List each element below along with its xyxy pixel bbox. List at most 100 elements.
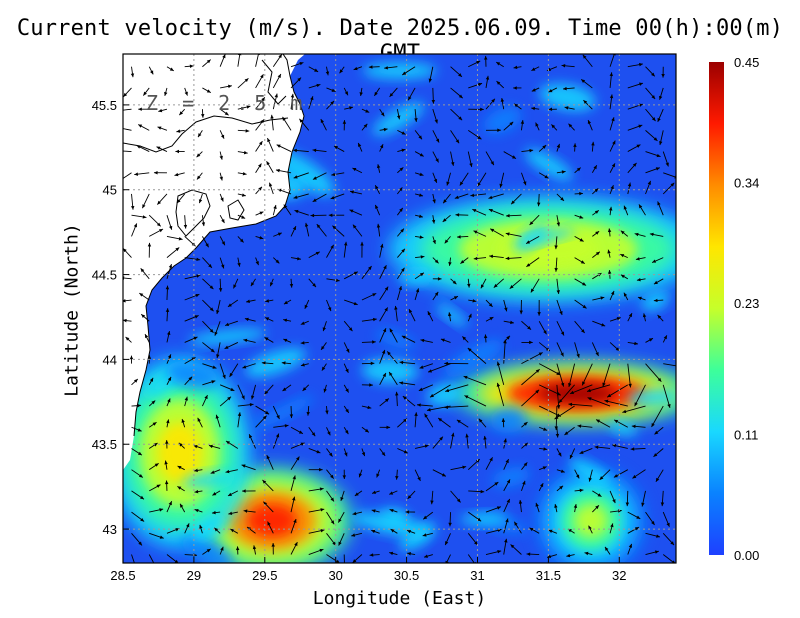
velocity-arrow <box>384 66 398 70</box>
velocity-arrow <box>389 87 398 98</box>
velocity-arrow <box>343 320 353 332</box>
velocity-arrow <box>397 167 404 174</box>
velocity-arrow <box>237 150 248 155</box>
velocity-arrow <box>361 361 375 366</box>
velocity-arrow <box>521 480 526 492</box>
speed-contour <box>157 422 203 484</box>
velocity-arrow <box>281 361 292 365</box>
velocity-arrow <box>379 108 385 117</box>
velocity-arrow <box>225 469 238 474</box>
velocity-arrow <box>657 201 664 216</box>
velocity-arrow <box>432 469 447 477</box>
velocity-arrow <box>227 490 239 497</box>
velocity-arrow <box>609 342 620 352</box>
velocity-arrow <box>539 426 548 431</box>
velocity-arrow <box>243 509 256 513</box>
velocity-arrow <box>196 172 203 180</box>
velocity-arrow <box>361 448 366 457</box>
velocity-arrow <box>139 292 150 301</box>
velocity-arrow <box>440 338 451 343</box>
velocity-arrow <box>462 336 469 343</box>
velocity-arrow <box>556 278 560 294</box>
velocity-arrow <box>509 278 522 289</box>
velocity-arrow <box>178 108 186 116</box>
velocity-arrow <box>290 256 301 261</box>
velocity-arrow <box>521 352 543 365</box>
velocity-arrow <box>608 206 613 216</box>
velocity-arrow <box>423 554 433 558</box>
velocity-arrow <box>219 193 224 202</box>
velocity-arrow <box>414 288 420 301</box>
velocity-arrow <box>529 214 540 226</box>
velocity-arrow <box>510 193 522 205</box>
velocity-arrow <box>521 389 540 407</box>
velocity-arrow <box>176 129 185 133</box>
velocity-arrow <box>343 271 359 280</box>
velocity-arrow <box>627 312 633 322</box>
velocity-arrow <box>316 223 327 237</box>
velocity-arrow <box>218 278 223 292</box>
velocity-arrow <box>293 172 309 179</box>
velocity-arrow <box>184 87 188 96</box>
velocity-arrow <box>485 550 502 555</box>
colorbar-tick-label: 0.34 <box>734 176 759 191</box>
velocity-arrow <box>202 87 212 93</box>
velocity-arrow <box>210 469 221 474</box>
velocity-arrow <box>609 94 614 110</box>
velocity-arrow <box>131 214 147 219</box>
velocity-arrow <box>450 108 463 121</box>
velocity-arrow <box>361 383 373 387</box>
velocity-arrow <box>193 444 203 449</box>
velocity-arrow <box>513 86 522 90</box>
velocity-arrow <box>642 313 647 322</box>
speed-contour <box>181 535 233 563</box>
velocity-arrow <box>386 351 398 364</box>
velocity-arrow <box>503 299 508 312</box>
velocity-arrow <box>568 123 575 131</box>
velocity-arrow <box>224 342 239 350</box>
velocity-arrow <box>468 107 484 112</box>
velocity-arrow <box>539 447 548 451</box>
velocity-arrow <box>219 214 225 224</box>
velocity-arrow <box>503 438 507 449</box>
velocity-arrow <box>361 317 377 322</box>
velocity-arrow <box>379 307 389 322</box>
velocity-arrow <box>468 82 483 89</box>
velocity-arrow <box>495 61 504 68</box>
speed-contour <box>490 407 527 433</box>
velocity-arrow <box>473 256 487 261</box>
velocity-arrow <box>579 448 593 454</box>
velocity-arrow <box>300 320 309 325</box>
velocity-arrow <box>230 528 239 534</box>
velocity-arrow <box>148 214 161 227</box>
velocity-arrow <box>662 384 671 409</box>
velocity-arrow <box>521 462 528 470</box>
velocity-arrow <box>343 87 349 96</box>
velocity-arrow <box>166 376 172 386</box>
velocity-arrow <box>432 277 442 281</box>
velocity-arrow <box>554 503 558 513</box>
velocity-arrow <box>609 523 614 534</box>
velocity-arrow <box>503 538 508 555</box>
velocity-arrow <box>415 255 425 259</box>
velocity-arrow <box>503 320 514 325</box>
velocity-arrow <box>123 172 132 180</box>
x-axis-label: Longitude (East) <box>312 588 487 609</box>
velocity-arrow <box>166 215 173 230</box>
velocity-arrow <box>272 433 280 449</box>
velocity-arrow <box>574 469 580 479</box>
velocity-arrow <box>290 426 304 435</box>
y-tick-label: 44.5 <box>92 268 117 283</box>
velocity-arrow <box>488 208 504 216</box>
velocity-arrow <box>308 548 324 555</box>
velocity-arrow <box>620 274 629 280</box>
velocity-arrow <box>389 508 398 513</box>
velocity-arrow <box>250 384 257 400</box>
velocity-arrow <box>554 257 558 272</box>
speed-field <box>123 62 676 563</box>
velocity-arrow <box>326 100 335 110</box>
velocity-arrow <box>194 468 203 473</box>
velocity-arrow <box>530 278 540 293</box>
velocity-arrow <box>149 228 164 237</box>
velocity-arrow <box>349 209 363 216</box>
